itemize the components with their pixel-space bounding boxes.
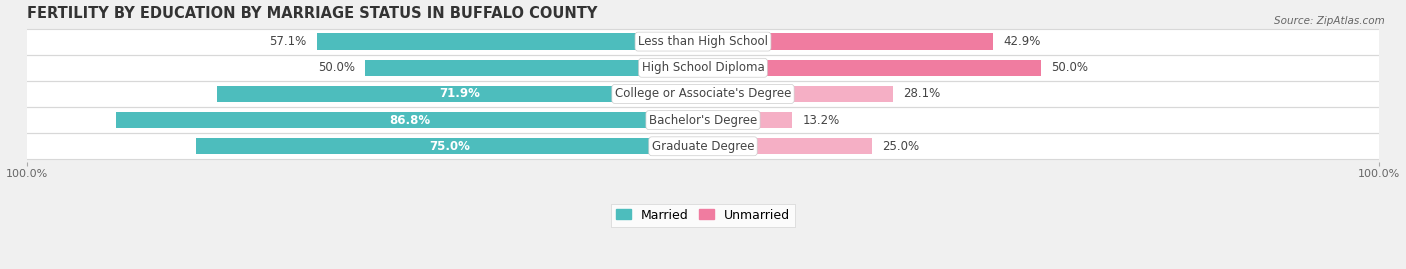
Text: 75.0%: 75.0% [429, 140, 470, 153]
Legend: Married, Unmarried: Married, Unmarried [612, 204, 794, 226]
Bar [195, 138, 703, 154]
Text: 57.1%: 57.1% [270, 35, 307, 48]
Bar [27, 107, 1379, 133]
Text: 42.9%: 42.9% [1004, 35, 1040, 48]
Text: 13.2%: 13.2% [803, 114, 839, 127]
Text: 25.0%: 25.0% [882, 140, 920, 153]
Bar [115, 112, 703, 128]
Bar [316, 33, 703, 50]
Text: 86.8%: 86.8% [389, 114, 430, 127]
Text: FERTILITY BY EDUCATION BY MARRIAGE STATUS IN BUFFALO COUNTY: FERTILITY BY EDUCATION BY MARRIAGE STATU… [27, 6, 598, 20]
Text: 50.0%: 50.0% [1052, 61, 1088, 74]
Text: Source: ZipAtlas.com: Source: ZipAtlas.com [1274, 16, 1385, 26]
Bar [27, 133, 1379, 159]
Text: Graduate Degree: Graduate Degree [652, 140, 754, 153]
Bar [27, 55, 1379, 81]
Text: 71.9%: 71.9% [440, 87, 481, 100]
Text: 28.1%: 28.1% [903, 87, 941, 100]
Text: 50.0%: 50.0% [318, 61, 354, 74]
Bar [27, 29, 1379, 55]
Bar [27, 81, 1379, 107]
Bar [217, 86, 703, 102]
Bar [703, 33, 993, 50]
Bar [364, 60, 703, 76]
Bar [703, 138, 872, 154]
Bar [703, 60, 1042, 76]
Text: Less than High School: Less than High School [638, 35, 768, 48]
Bar [703, 112, 792, 128]
Bar [703, 86, 893, 102]
Text: High School Diploma: High School Diploma [641, 61, 765, 74]
Text: College or Associate's Degree: College or Associate's Degree [614, 87, 792, 100]
Text: Bachelor's Degree: Bachelor's Degree [650, 114, 756, 127]
